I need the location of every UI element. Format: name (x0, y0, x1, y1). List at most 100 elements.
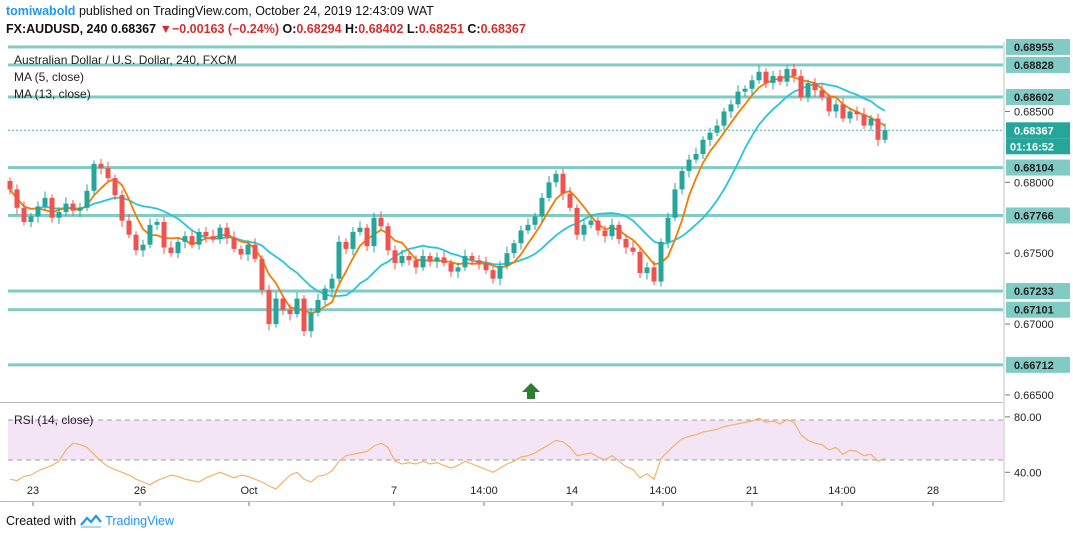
candle-body[interactable] (714, 125, 720, 133)
candle-body[interactable] (749, 80, 755, 89)
candle-body[interactable] (420, 256, 426, 268)
candle-body[interactable] (245, 244, 251, 255)
candle-body[interactable] (854, 111, 860, 115)
candle-body[interactable] (581, 224, 587, 235)
candle-body[interactable] (630, 247, 636, 252)
tradingview-brand[interactable]: TradingView (105, 514, 174, 528)
candle-body[interactable] (91, 163, 97, 191)
candle-body[interactable] (707, 132, 713, 140)
candle-body[interactable] (259, 258, 265, 291)
candle-body[interactable] (133, 234, 139, 251)
candle-body[interactable] (154, 222, 160, 225)
candle-body[interactable] (882, 129, 888, 140)
candle-body[interactable] (791, 68, 797, 77)
candle-body[interactable] (574, 207, 580, 235)
candle-body[interactable] (455, 267, 461, 272)
candle-body[interactable] (168, 247, 174, 254)
candle-body[interactable] (119, 195, 125, 221)
candle-body[interactable] (21, 207, 27, 222)
candle-body[interactable] (7, 180, 13, 190)
candle-body[interactable] (798, 76, 804, 98)
candle-body[interactable] (868, 118, 874, 126)
candle-body[interactable] (672, 189, 678, 218)
candle-body[interactable] (392, 250, 398, 264)
candle-body[interactable] (511, 243, 517, 254)
candle-body[interactable] (301, 298, 307, 332)
candle-body[interactable] (210, 236, 216, 240)
candle-body[interactable] (525, 224, 531, 231)
candle-body[interactable] (413, 260, 419, 268)
candle-body[interactable] (742, 88, 748, 92)
candle-body[interactable] (63, 203, 69, 213)
candle-body[interactable] (406, 256, 412, 261)
candle-body[interactable] (77, 207, 83, 211)
candle-body[interactable] (532, 216, 538, 225)
candle-body[interactable] (462, 256, 468, 268)
candle-body[interactable] (364, 227, 370, 247)
candle-body[interactable] (189, 236, 195, 245)
candle-body[interactable] (833, 104, 839, 112)
candle-body[interactable] (252, 244, 258, 259)
candle-body[interactable] (756, 71, 762, 81)
candle-body[interactable] (770, 76, 776, 84)
candle-body[interactable] (336, 241, 342, 279)
candle-body[interactable] (112, 178, 118, 196)
candle-body[interactable] (56, 212, 62, 218)
candle-body[interactable] (105, 168, 111, 179)
candle-body[interactable] (539, 197, 545, 217)
candle-body[interactable] (224, 227, 230, 238)
candle-body[interactable] (315, 299, 321, 313)
candle-body[interactable] (847, 111, 853, 119)
candle-body[interactable] (483, 263, 489, 271)
candle-body[interactable] (203, 231, 209, 237)
candle-body[interactable] (637, 251, 643, 274)
candle-body[interactable] (644, 267, 650, 274)
candle-body[interactable] (658, 241, 664, 282)
candle-body[interactable] (784, 68, 790, 82)
candle-body[interactable] (448, 263, 454, 272)
candle-body[interactable] (861, 114, 867, 126)
candle-body[interactable] (616, 224, 622, 240)
level-line-3[interactable] (8, 166, 1003, 170)
candle-body[interactable] (819, 90, 825, 98)
level-line-5[interactable] (8, 289, 1003, 293)
candle-body[interactable] (98, 163, 104, 169)
candle-body[interactable] (469, 256, 475, 261)
candle-body[interactable] (182, 236, 188, 242)
candle-body[interactable] (427, 256, 433, 262)
candle-body[interactable] (287, 309, 293, 315)
candle-body[interactable] (308, 312, 314, 332)
candle-body[interactable] (217, 227, 223, 240)
level-line-2[interactable] (8, 95, 1003, 99)
candle-body[interactable] (42, 197, 48, 207)
candle-body[interactable] (504, 253, 510, 266)
candle-body[interactable] (875, 118, 881, 140)
candle-body[interactable] (812, 83, 818, 91)
candle-body[interactable] (434, 257, 440, 262)
candle-body[interactable] (140, 244, 146, 251)
candle-body[interactable] (567, 193, 573, 208)
candle-body[interactable] (49, 197, 55, 218)
candle-body[interactable] (343, 241, 349, 249)
candle-body[interactable] (385, 226, 391, 251)
candle-body[interactable] (826, 97, 832, 112)
candle-body[interactable] (602, 230, 608, 237)
level-line-7[interactable] (8, 363, 1003, 367)
author-name[interactable]: tomiwabold (6, 4, 76, 18)
candle-body[interactable] (378, 217, 384, 227)
candle-body[interactable] (70, 203, 76, 211)
candle-body[interactable] (238, 248, 244, 255)
level-line-4[interactable] (8, 213, 1003, 217)
candle-body[interactable] (623, 239, 629, 248)
candle-body[interactable] (840, 104, 846, 119)
candle-body[interactable] (686, 159, 692, 171)
candle-body[interactable] (322, 288, 328, 300)
candle-body[interactable] (28, 216, 34, 222)
candle-body[interactable] (665, 217, 671, 242)
candle-body[interactable] (763, 71, 769, 84)
candle-body[interactable] (357, 227, 363, 232)
candle-body[interactable] (518, 230, 524, 244)
level-line-1[interactable] (8, 63, 1003, 67)
candle-body[interactable] (588, 220, 594, 225)
